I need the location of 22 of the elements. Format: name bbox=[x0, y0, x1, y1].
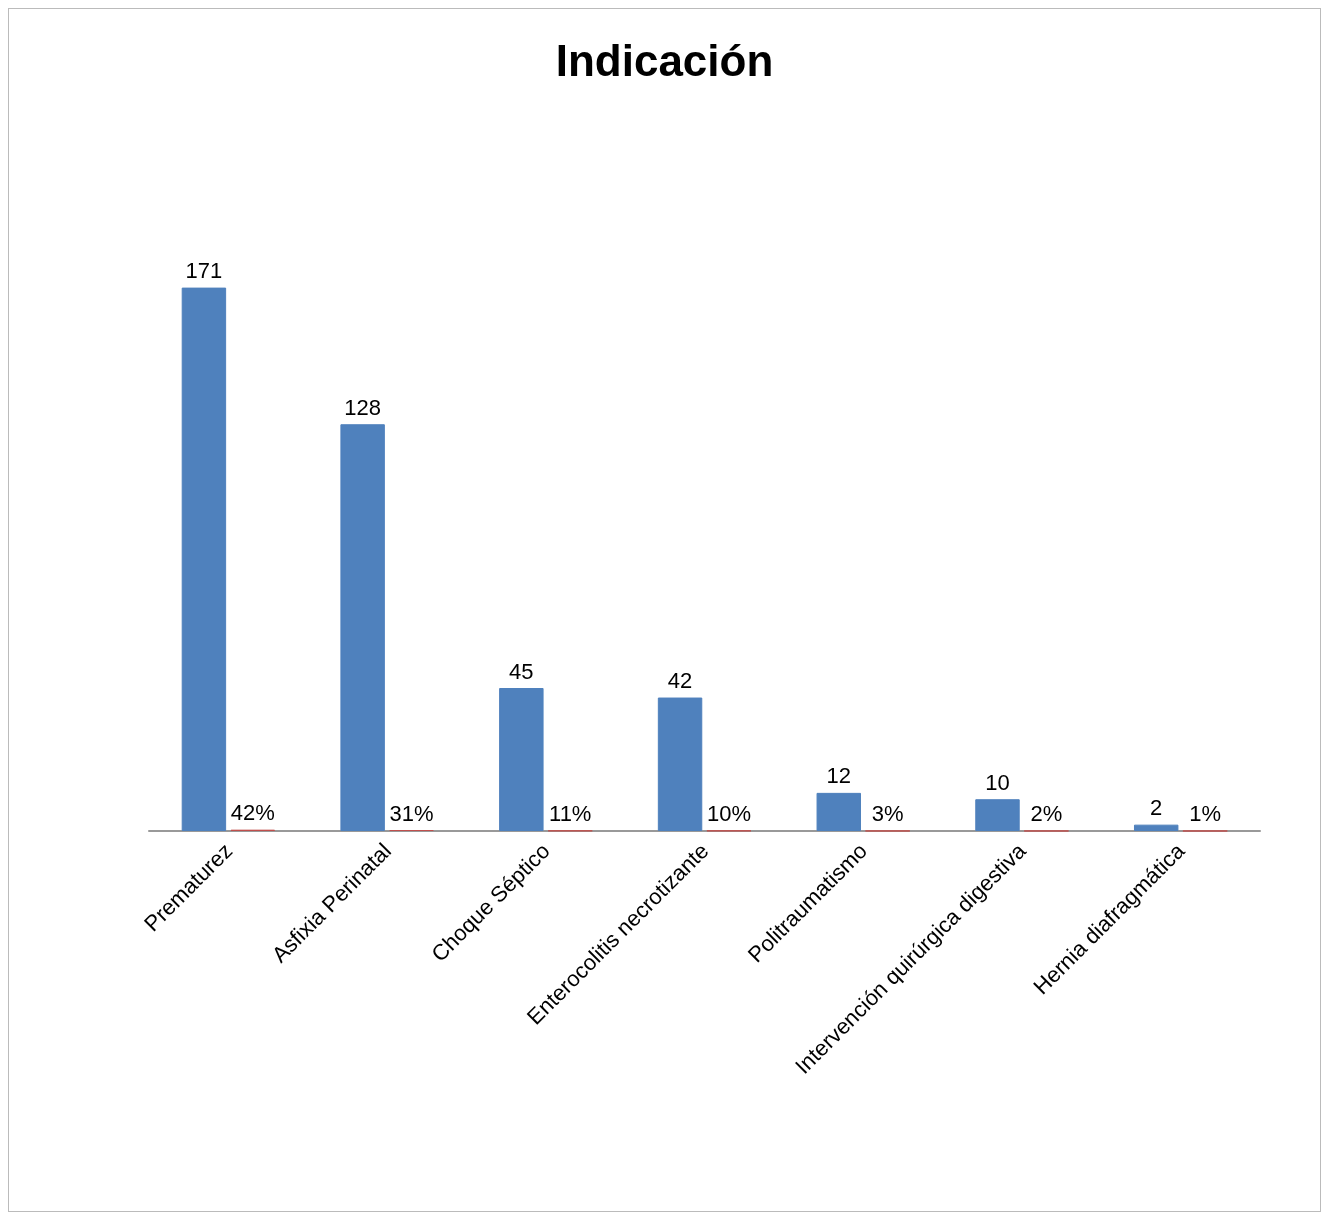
data-label: 42 bbox=[667, 668, 693, 694]
bar bbox=[657, 697, 703, 831]
data-label: 3% bbox=[871, 800, 904, 826]
data-label: 42% bbox=[230, 800, 275, 826]
bar bbox=[816, 792, 861, 831]
data-label: 12 bbox=[826, 763, 852, 789]
data-label: 2 bbox=[1150, 795, 1163, 821]
bar bbox=[975, 799, 1020, 831]
bar bbox=[340, 424, 385, 831]
data-label: 11% bbox=[549, 800, 592, 826]
data-label: 10 bbox=[985, 769, 1010, 795]
data-label: 1% bbox=[1189, 800, 1221, 826]
data-label: 31% bbox=[389, 800, 434, 826]
data-label: 128 bbox=[344, 394, 381, 420]
bar bbox=[181, 287, 227, 831]
data-label: 171 bbox=[185, 258, 223, 284]
chart-title: Indicación bbox=[555, 35, 774, 85]
data-label: 2% bbox=[1030, 800, 1063, 826]
bar bbox=[1133, 824, 1179, 831]
data-label: 45 bbox=[509, 658, 534, 684]
data-label: 10% bbox=[706, 800, 751, 826]
bar bbox=[499, 688, 544, 831]
